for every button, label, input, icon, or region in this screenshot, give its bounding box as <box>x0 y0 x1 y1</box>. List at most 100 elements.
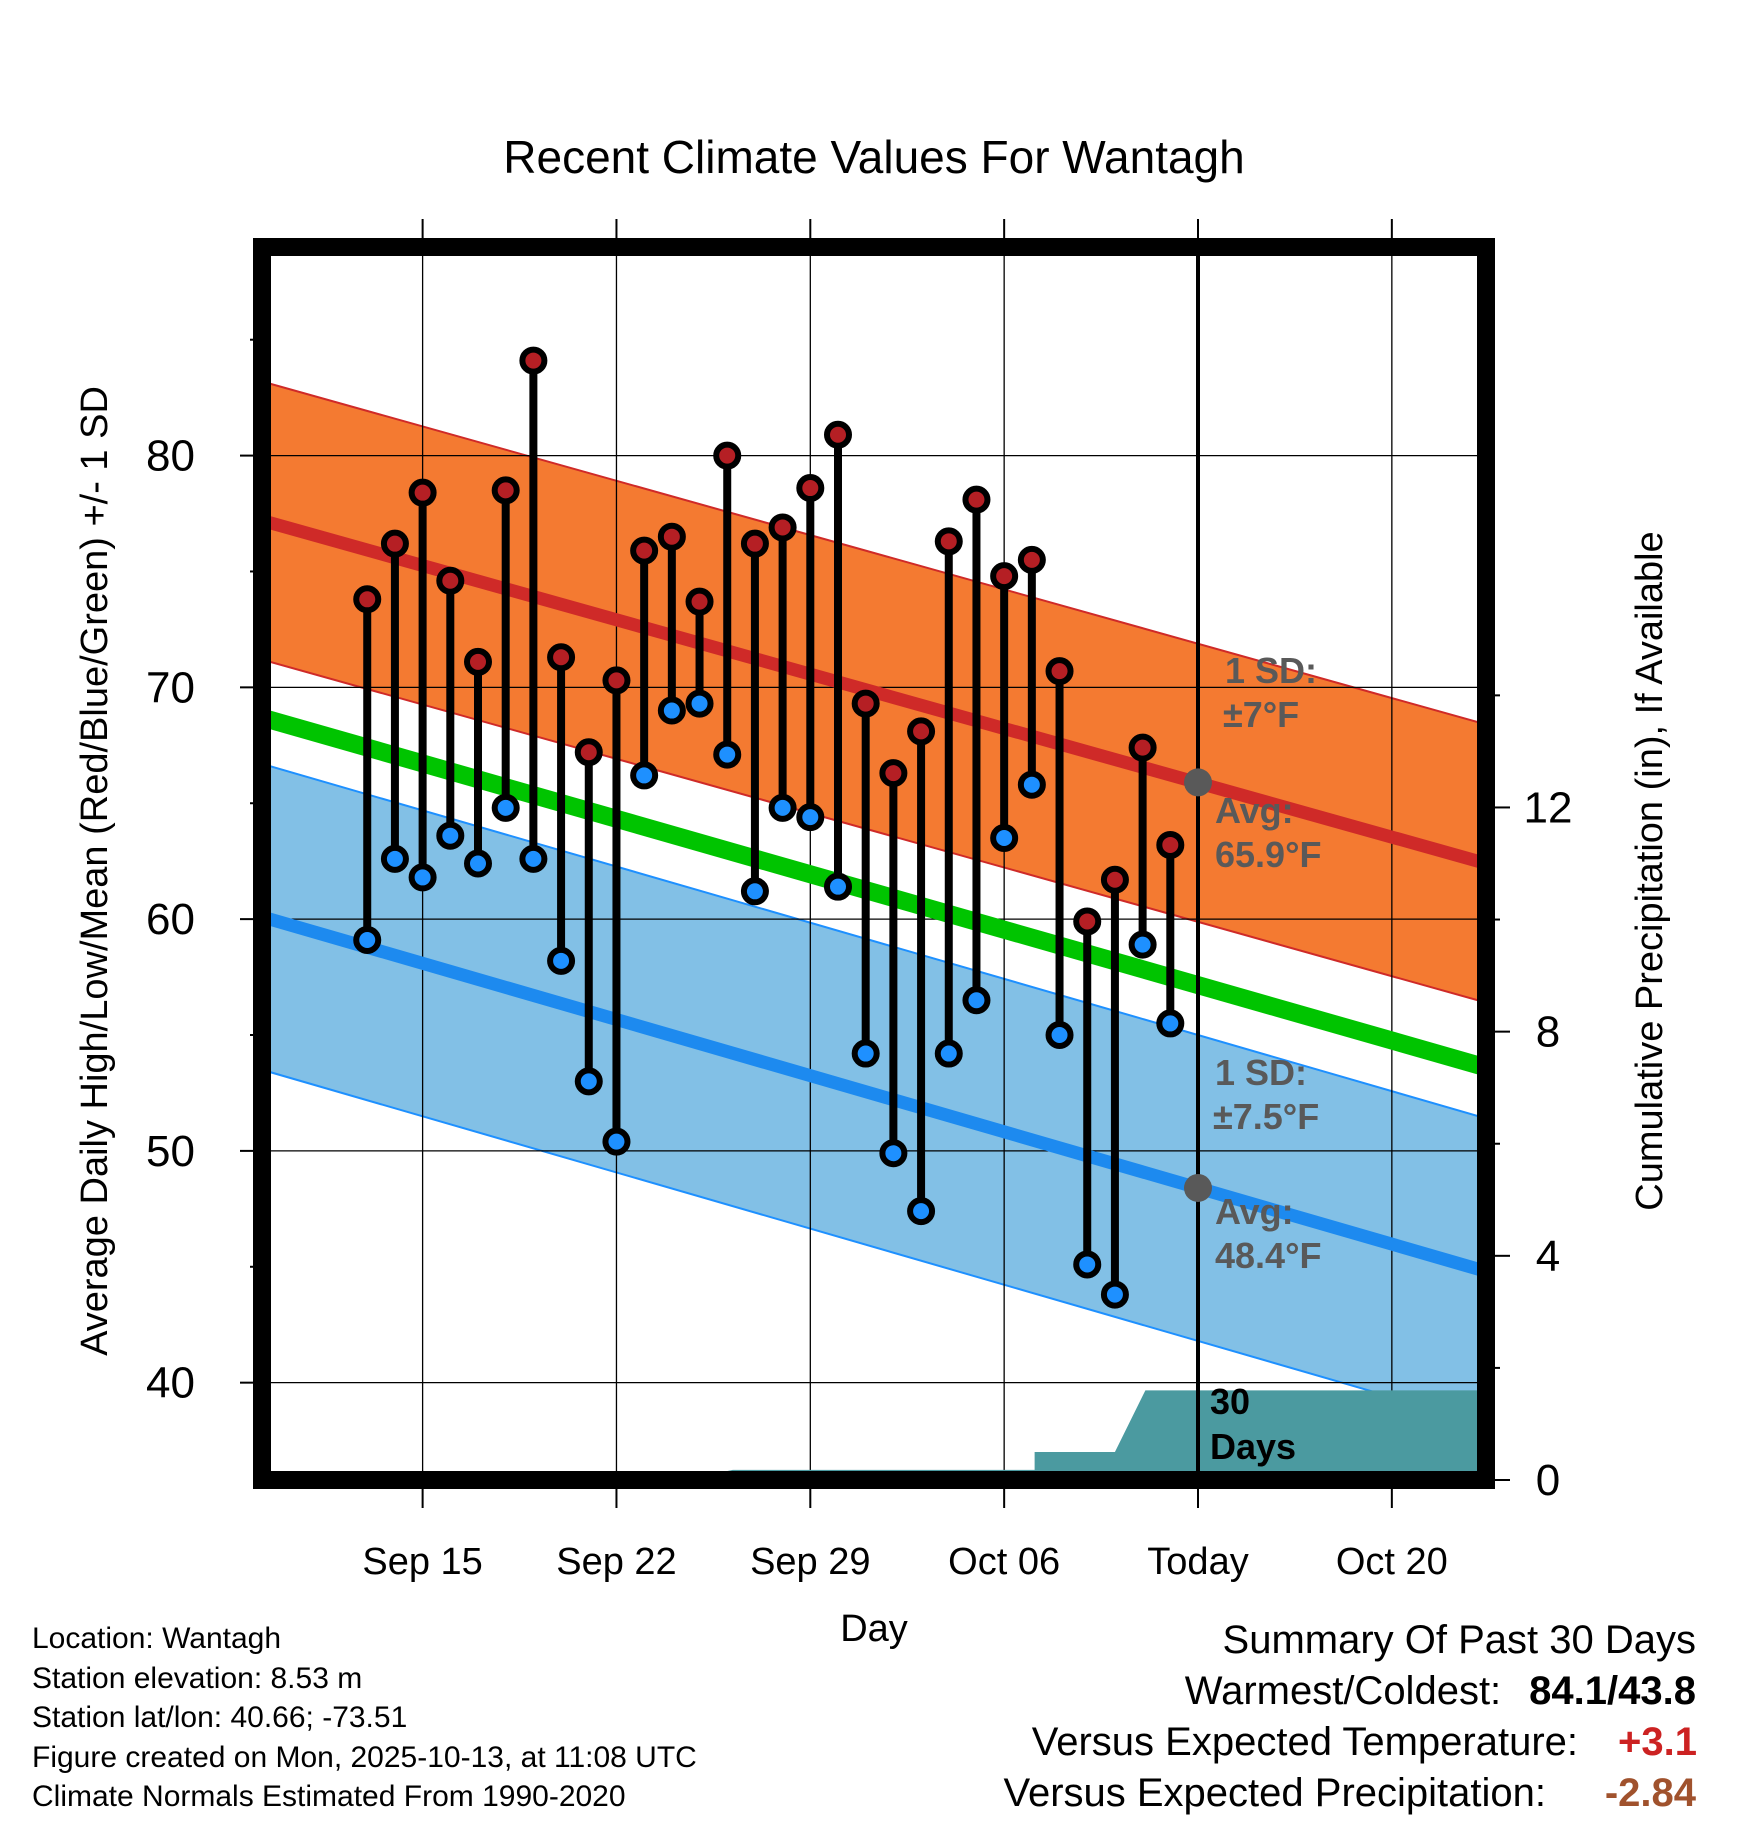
x-tick-label: Today <box>1147 1541 1248 1583</box>
y2-tick-label: 4 <box>1536 1232 1560 1281</box>
temperature-anomaly-value: +3.1 <box>1618 1720 1697 1764</box>
normals-text: Climate Normals Estimated From 1990-2020 <box>32 1780 626 1813</box>
plot-frame <box>253 238 1495 1489</box>
low-sd-value: ±7.5°F <box>1213 1096 1319 1137</box>
daily-low-point <box>713 740 742 769</box>
y-tick-label: 80 <box>146 432 195 481</box>
daily-low-point <box>907 1197 936 1226</box>
daily-low-point <box>547 946 576 975</box>
daily-high-point <box>879 759 908 788</box>
y-tick-label: 40 <box>146 1359 195 1408</box>
y2-tick-label: 12 <box>1524 783 1573 832</box>
daily-low-point <box>824 872 852 901</box>
daily-high-point <box>851 689 880 718</box>
low-sd-label: 1 SD: <box>1215 1052 1307 1093</box>
y-tick-label: 50 <box>146 1127 195 1176</box>
normal-high-line <box>262 514 1486 870</box>
daily-high-point <box>907 717 936 746</box>
station-info: Location: Wantagh Station elevation: 8.5… <box>32 1619 697 1817</box>
low-avg-value: 48.4°F <box>1215 1235 1321 1276</box>
daily-high-point <box>1156 830 1185 859</box>
temperature-anomaly-label: Versus Expected Temperature: <box>1031 1720 1578 1764</box>
precipitation-anomaly-value: -2.84 <box>1604 1771 1696 1815</box>
daily-high-point <box>1128 733 1157 762</box>
created-text: Figure created on Mon, 2025-10-13, at 11… <box>32 1740 697 1774</box>
y-tick-label: 70 <box>146 663 195 712</box>
daily-high-point <box>491 476 520 505</box>
daily-low-point <box>353 925 382 954</box>
daily-high-point <box>436 566 465 595</box>
y2-tick-label: 0 <box>1536 1456 1560 1505</box>
daily-high-point <box>990 562 1019 591</box>
daily-low-point <box>1045 1021 1074 1050</box>
daily-high-point <box>768 513 797 542</box>
daily-high-point <box>602 666 631 695</box>
daily-low-point <box>602 1127 631 1156</box>
daily-high-point <box>713 441 742 470</box>
daily-high-point <box>574 738 603 767</box>
daily-low-point <box>380 844 409 873</box>
daily-low-point <box>740 877 769 906</box>
high-sd-label: 1 SD: <box>1225 650 1317 691</box>
daily-low-point <box>464 849 492 878</box>
x-tick-label: Oct 06 <box>948 1541 1060 1583</box>
precipitation-area <box>262 1390 1486 1480</box>
daily-high-point <box>353 585 382 614</box>
daily-low-point <box>519 844 548 873</box>
high-avg-value: 65.9°F <box>1215 834 1321 875</box>
summary-temperature: Versus Expected Temperature: +3.1 <box>1003 1717 1697 1768</box>
daily-low-point <box>1156 1009 1185 1038</box>
daily-low-point <box>990 824 1019 853</box>
high-avg-label: Avg: <box>1215 790 1294 831</box>
daily-high-point <box>1017 545 1046 574</box>
y-axis-label: Average Daily High/Low/Mean (Red/Blue/Gr… <box>74 386 116 1356</box>
y2-tick-label: 8 <box>1536 1008 1560 1057</box>
x-axis-label: Day <box>840 1608 908 1650</box>
daily-high-point <box>1045 657 1074 686</box>
summary-precipitation: Versus Expected Precipitation: -2.84 <box>1003 1768 1696 1819</box>
daily-low-point <box>1128 930 1157 959</box>
precipitation-anomaly-label: Versus Expected Precipitation: <box>1003 1771 1546 1815</box>
daily-high-point <box>408 478 437 507</box>
daily-low-point <box>685 689 714 718</box>
daily-low-point <box>630 761 659 790</box>
summary-title: Summary Of Past 30 Days <box>1222 1618 1696 1662</box>
daily-low-point <box>436 821 465 850</box>
daily-low-point <box>408 863 437 892</box>
y2-axis-label: Cumulative Precipitation (in), If Availa… <box>1629 531 1671 1210</box>
precip-period-label: 30 <box>1210 1381 1250 1422</box>
daily-high-point <box>519 346 548 375</box>
daily-high-point <box>962 485 991 514</box>
daily-high-point <box>547 643 576 672</box>
daily-high-point <box>1073 907 1102 936</box>
x-tick-label: Sep 22 <box>556 1541 676 1583</box>
daily-low-point <box>1100 1280 1129 1309</box>
daily-high-point <box>685 587 714 616</box>
daily-high-point <box>934 527 963 556</box>
location-text: Location: Wantagh <box>32 1622 282 1655</box>
today-avg-high-marker <box>1184 768 1212 797</box>
precip-period-unit: Days <box>1210 1426 1296 1467</box>
daily-low-point <box>962 986 991 1015</box>
daily-low-point <box>491 793 520 822</box>
x-tick-label: Sep 29 <box>750 1541 870 1583</box>
summary-warmest-coldest: Warmest/Coldest: 84.1/43.8 <box>1003 1666 1696 1717</box>
warmest-coldest-label: Warmest/Coldest: <box>1184 1669 1502 1713</box>
daily-high-point <box>380 529 409 558</box>
daily-low-point <box>657 696 686 725</box>
daily-high-point <box>824 420 852 449</box>
daily-high-point <box>796 474 825 503</box>
daily-low-point <box>851 1039 880 1068</box>
low-avg-label: Avg: <box>1215 1191 1294 1232</box>
normal-low-line <box>262 910 1486 1278</box>
high-sd-value: ±7°F <box>1223 694 1299 735</box>
daily-low-point <box>768 793 797 822</box>
daily-low-point <box>574 1067 603 1096</box>
daily-low-point <box>796 803 825 832</box>
warmest-coldest-value: 84.1/43.8 <box>1529 1669 1696 1713</box>
normal-mean-line <box>262 708 1486 1077</box>
daily-high-point <box>657 522 686 551</box>
latlon-text: Station lat/lon: 40.66; -73.51 <box>32 1701 408 1734</box>
